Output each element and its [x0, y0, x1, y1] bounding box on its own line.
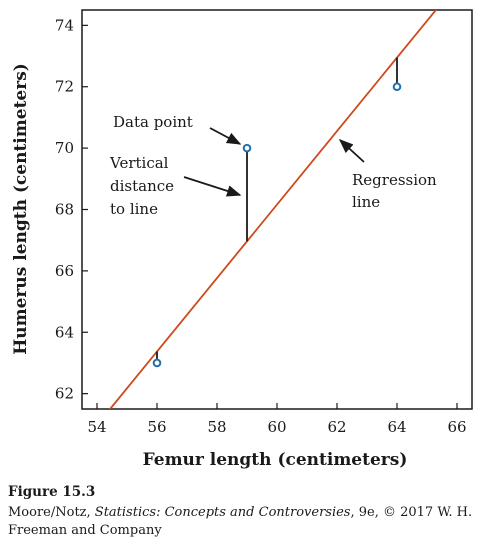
arrow-vertical-distance	[184, 177, 240, 195]
y-tick-label: 68	[55, 201, 74, 219]
y-tick-label: 64	[55, 323, 74, 341]
figure-credit: Moore/Notz, Statistics: Concepts and Con…	[8, 504, 478, 540]
y-axis-ticks: 62 64 66 68 70 72 74	[55, 16, 88, 402]
data-point	[154, 360, 161, 367]
x-tick-label: 56	[147, 418, 166, 436]
x-tick-label: 54	[87, 418, 106, 436]
figure-number: Figure 15.3	[8, 484, 478, 500]
scatter-chart: 54 56 58 60 62 64 66 62 64 66 68 70 72 74 Data point…	[0, 0, 484, 480]
x-tick-label: 58	[207, 418, 226, 436]
y-tick-label: 66	[55, 262, 74, 280]
x-tick-label: 60	[267, 418, 286, 436]
regression-line	[82, 0, 472, 443]
y-tick-label: 74	[55, 16, 74, 34]
data-point	[394, 83, 401, 90]
data-point	[244, 145, 251, 152]
arrow-data-point	[210, 128, 240, 144]
annotation-data-point: Data point	[113, 113, 193, 131]
y-tick-label: 62	[55, 385, 74, 403]
x-axis-ticks: 54 56 58 60 62 64 66	[87, 403, 466, 436]
y-tick-label: 70	[55, 139, 74, 157]
annotation-vertical-distance: Vertical distance to line	[109, 154, 179, 218]
credit-before: Moore/Notz,	[8, 505, 95, 520]
x-tick-label: 66	[447, 418, 466, 436]
y-tick-label: 72	[55, 78, 74, 96]
credit-book-title: Statistics: Concepts and Controversies	[95, 505, 351, 520]
y-axis-title: Humerus length (centimeters)	[11, 63, 31, 355]
x-axis-title: Femur length (centimeters)	[143, 450, 408, 470]
x-tick-label: 62	[327, 418, 346, 436]
figure-caption: Figure 15.3 Moore/Notz, Statistics: Conc…	[8, 484, 478, 540]
x-tick-label: 64	[387, 418, 406, 436]
annotation-regression-line: Regression line	[352, 171, 442, 211]
arrow-regression-line	[340, 140, 364, 162]
